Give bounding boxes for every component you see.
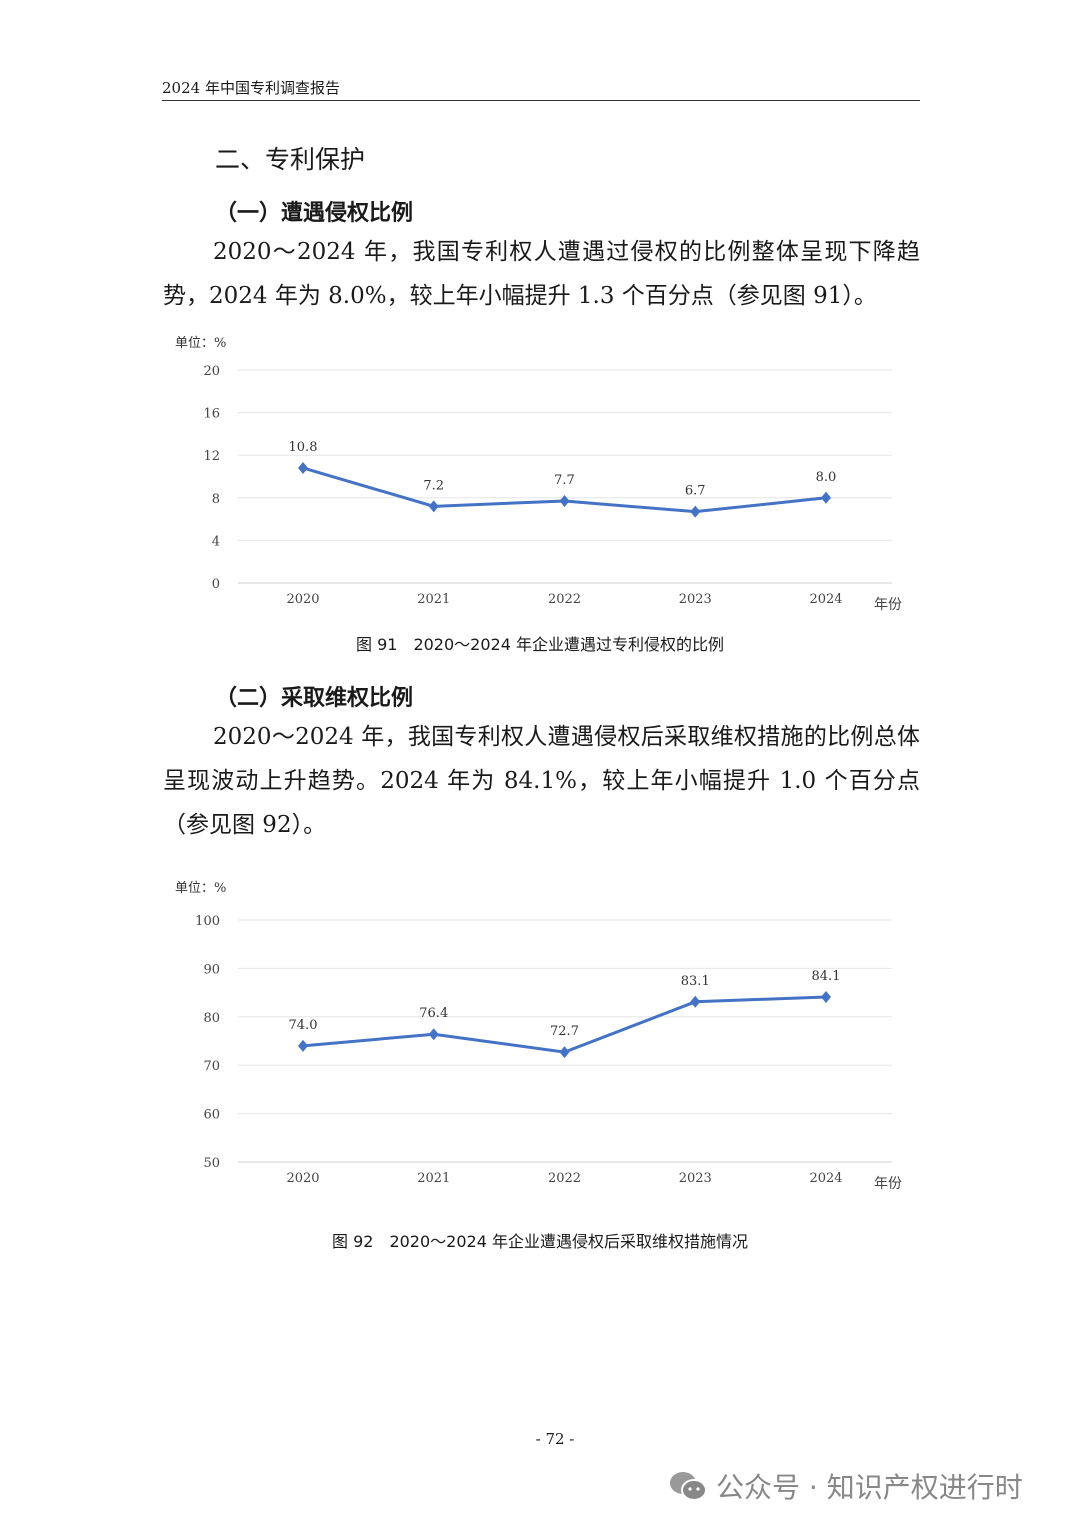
y-tick-label: 60 <box>203 1108 220 1123</box>
data-marker <box>298 461 308 474</box>
y-tick-label: 70 <box>203 1059 220 1074</box>
paragraph-1: 2020～2024 年，我国专利权人遭遇过侵权的比例整体呈现下降趋势，2024 … <box>163 239 920 309</box>
x-axis-label: 年份 <box>874 597 902 613</box>
x-tick-label: 2020 <box>286 592 319 607</box>
figure-caption-91: 图 91 2020～2024 年企业遭遇过专利侵权的比例 <box>356 635 724 654</box>
chart-91: 单位：% 0 4 8 12 16 20 2020 2021 2022 2023 2024 年份 10.8 7… <box>160 330 920 624</box>
figure-caption-92: 图 92 2020～2024 年企业遭遇侵权后采取维权措施情况 <box>332 1232 748 1251</box>
x-tick-label: 2023 <box>679 592 712 607</box>
section-title: 二、专利保护 <box>215 145 366 174</box>
y-tick-label: 50 <box>203 1156 220 1171</box>
y-tick-label: 16 <box>203 407 220 422</box>
data-label: 76.4 <box>419 1006 448 1021</box>
y-tick-label: 20 <box>203 364 220 379</box>
data-marker <box>821 990 831 1003</box>
unit-label: 单位：% <box>175 881 226 896</box>
paragraph-2: 2020～2024 年，我国专利权人遭遇侵权后采取维权措施的比例总体呈现波动上升… <box>163 724 920 838</box>
chart-92: 单位：% 50 60 70 80 90 100 2020 2021 2022 2023 2024 年份 7… <box>160 870 920 1204</box>
data-marker <box>559 494 570 507</box>
data-label: 7.2 <box>423 478 444 493</box>
wechat-icon <box>670 1472 707 1501</box>
data-label: 10.8 <box>289 440 318 455</box>
x-tick-label: 2024 <box>809 592 842 607</box>
y-tick-label: 80 <box>203 1011 220 1026</box>
unit-label: 单位：% <box>175 336 226 351</box>
data-label: 7.7 <box>554 473 575 488</box>
data-marker <box>559 1046 570 1059</box>
x-tick-label: 2021 <box>417 1171 450 1186</box>
data-marker <box>821 491 831 504</box>
y-tick-label: 100 <box>195 914 220 929</box>
data-marker <box>690 995 701 1008</box>
data-label: 6.7 <box>685 484 706 499</box>
data-marker <box>690 505 701 518</box>
y-tick-label: 12 <box>203 449 220 464</box>
data-label: 74.0 <box>289 1018 318 1033</box>
x-tick-label: 2023 <box>679 1171 712 1186</box>
y-tick-label: 90 <box>203 962 220 977</box>
x-axis-label: 年份 <box>874 1176 902 1192</box>
x-tick-label: 2020 <box>286 1171 319 1186</box>
y-tick-label: 4 <box>212 534 220 549</box>
data-label: 83.1 <box>681 974 710 989</box>
x-tick-label: 2022 <box>548 592 581 607</box>
subsection-title-1: （一）遭遇侵权比例 <box>215 201 414 226</box>
x-tick-label: 2022 <box>548 1171 581 1186</box>
data-label: 72.7 <box>550 1024 579 1039</box>
x-tick-label: 2021 <box>417 592 450 607</box>
data-marker <box>428 500 439 513</box>
data-label: 8.0 <box>816 470 837 485</box>
y-tick-label: 0 <box>212 577 220 592</box>
watermark: 公众号 · 知识产权进行时 <box>668 1466 1023 1506</box>
watermark-text: 公众号 · 知识产权进行时 <box>716 1471 1023 1504</box>
y-tick-label: 8 <box>212 492 220 507</box>
subsection-title-2: （二）采取维权比例 <box>215 686 414 711</box>
x-tick-label: 2024 <box>809 1171 842 1186</box>
page-number: - 72 - <box>535 1430 575 1448</box>
data-label: 84.1 <box>812 969 841 984</box>
data-marker <box>298 1039 308 1052</box>
running-header: 2024 年中国专利调查报告 <box>162 78 920 101</box>
data-marker <box>428 1028 439 1041</box>
